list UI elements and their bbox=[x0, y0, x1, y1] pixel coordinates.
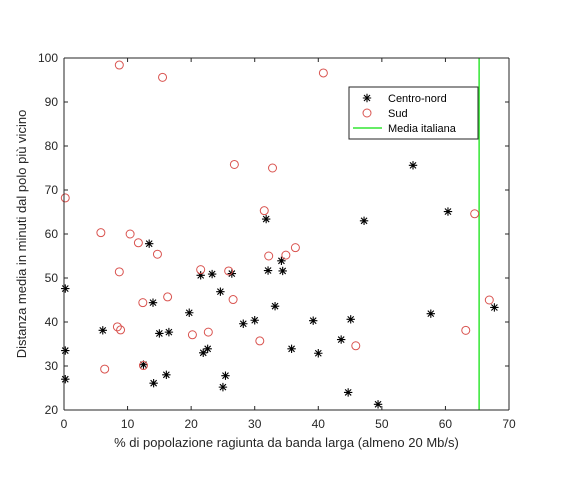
centro-nord-point bbox=[199, 348, 208, 357]
y-tick-label: 20 bbox=[45, 403, 59, 417]
sud-point bbox=[255, 336, 265, 346]
centro-nord-point bbox=[346, 315, 355, 324]
centro-nord-point bbox=[155, 329, 164, 338]
legend-symbol-centro-nord bbox=[362, 93, 372, 103]
centro-nord-point bbox=[149, 378, 158, 388]
sud-point bbox=[152, 249, 162, 259]
sud-point bbox=[125, 229, 135, 239]
centro-nord-point bbox=[221, 371, 230, 380]
legend-label-media-italiana: Media italiana bbox=[388, 123, 457, 135]
centro-nord-point bbox=[61, 346, 70, 355]
sud-point bbox=[60, 193, 70, 203]
centro-nord-point bbox=[144, 239, 154, 248]
legend-label-centro-nord: Centro-nord bbox=[388, 93, 447, 105]
centro-nord-point bbox=[162, 370, 171, 379]
centro-nord-point bbox=[185, 308, 194, 317]
y-axis-title: Distanza media in minuti dal polo più vi… bbox=[14, 110, 29, 359]
legend-circle-marker bbox=[362, 108, 372, 118]
y-tick-label: 60 bbox=[45, 227, 59, 241]
centro-nord-point bbox=[139, 360, 148, 369]
centro-nord-point bbox=[263, 266, 273, 275]
legend-symbol-sud bbox=[362, 108, 372, 118]
centro-nord-point bbox=[203, 344, 212, 354]
sud-point bbox=[114, 60, 124, 70]
sud-point bbox=[461, 325, 471, 335]
sud-point bbox=[196, 265, 206, 275]
centro-nord-point bbox=[148, 298, 158, 307]
y-tick-label: 90 bbox=[45, 95, 59, 109]
sud-point bbox=[264, 251, 274, 261]
x-tick-label: 40 bbox=[312, 417, 326, 431]
ticks-layer: 0 10 20 30 40 50 60 70 20 30 40 50 60 70 80 90 100 bbox=[38, 51, 516, 431]
x-tick-label: 10 bbox=[121, 417, 135, 431]
centro-nord-point bbox=[314, 349, 323, 358]
centro-nord-point bbox=[278, 266, 287, 276]
centro-nord-point bbox=[426, 309, 436, 318]
centro-nord-point bbox=[277, 256, 286, 266]
sud-point bbox=[100, 364, 110, 374]
sud-point bbox=[203, 327, 213, 337]
centro-nord-point bbox=[336, 335, 346, 344]
legend-asterisk-marker bbox=[362, 93, 372, 103]
centro-nord-point bbox=[61, 284, 70, 293]
centro-nord-point bbox=[250, 316, 259, 325]
y-tick-label: 40 bbox=[45, 315, 59, 329]
sud-point bbox=[484, 295, 494, 305]
centro-nord-point bbox=[61, 375, 70, 384]
sud-point bbox=[290, 243, 300, 253]
centro-nord-point bbox=[309, 316, 318, 325]
x-tick-label: 50 bbox=[375, 417, 389, 431]
centro-nord-point bbox=[216, 287, 225, 296]
centro-nord-point bbox=[270, 301, 280, 311]
sud-point bbox=[228, 295, 238, 305]
centro-nord-point bbox=[359, 216, 369, 225]
centro-nord-point bbox=[164, 327, 174, 337]
legend-label-sud: Sud bbox=[388, 108, 408, 120]
centro-nord-point bbox=[490, 303, 499, 312]
centro-nord-point bbox=[239, 319, 248, 328]
sud-point bbox=[138, 361, 148, 371]
y-tick-label: 70 bbox=[45, 183, 59, 197]
y-tick-label: 30 bbox=[45, 359, 59, 373]
sud-point bbox=[158, 72, 168, 82]
y-tick-label: 80 bbox=[45, 139, 59, 153]
sud-point bbox=[138, 298, 148, 308]
sud-point bbox=[116, 325, 126, 335]
legend: Centro-nord Sud Media italiana bbox=[348, 86, 479, 140]
x-tick-label: 20 bbox=[184, 417, 198, 431]
sud-point bbox=[281, 250, 291, 260]
centro-nord-point bbox=[261, 214, 271, 224]
sud-point bbox=[187, 330, 197, 340]
sud-point bbox=[112, 322, 122, 332]
centro-nord-point bbox=[443, 207, 453, 216]
sud-point bbox=[318, 68, 328, 78]
sud-point bbox=[268, 163, 278, 173]
x-tick-label: 70 bbox=[502, 417, 516, 431]
centro-nord-point bbox=[218, 382, 228, 392]
sud-point bbox=[114, 267, 124, 277]
centro-nord-point bbox=[373, 400, 383, 409]
y-tick-label: 50 bbox=[45, 271, 59, 285]
sud-point bbox=[163, 292, 173, 302]
sud-point bbox=[470, 209, 480, 219]
centro-nord-point bbox=[196, 271, 205, 280]
x-axis-title: % di popolazione ragiunta da banda larga… bbox=[114, 435, 459, 450]
centro-nord-point bbox=[343, 388, 353, 397]
data-marks-layer bbox=[60, 60, 499, 409]
sud-point bbox=[351, 341, 361, 351]
centro-nord-point bbox=[98, 326, 107, 335]
centro-nord-point bbox=[207, 269, 217, 279]
x-tick-label: 30 bbox=[248, 417, 262, 431]
sud-point bbox=[229, 159, 239, 169]
sud-point bbox=[96, 228, 106, 238]
x-tick-label: 0 bbox=[61, 417, 68, 431]
centro-nord-point bbox=[287, 344, 296, 354]
centro-nord-point bbox=[408, 161, 418, 170]
y-tick-label: 100 bbox=[38, 51, 58, 65]
x-tick-label: 60 bbox=[439, 417, 453, 431]
sud-point bbox=[224, 266, 234, 276]
sud-point bbox=[133, 238, 143, 248]
sud-point bbox=[259, 206, 269, 216]
